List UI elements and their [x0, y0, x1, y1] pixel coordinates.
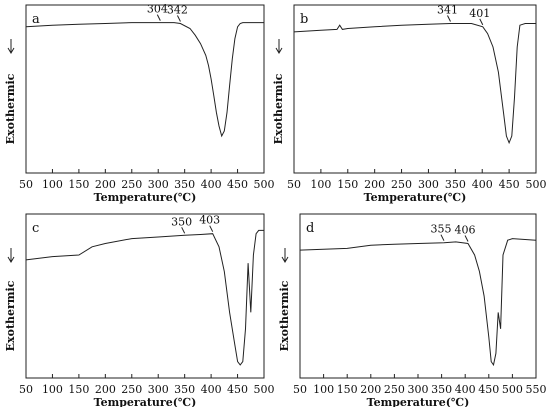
panel-d: 50 100 150 200 250 300 350 400 450 500 550 Temperat…: [278, 213, 547, 407]
dsc-curve: [299, 238, 537, 367]
annotation-pointer: [464, 235, 469, 242]
x-tick-label: 450: [499, 178, 520, 191]
x-tick-label: 100: [313, 383, 334, 396]
annotation-pointer: [447, 15, 451, 22]
x-tick-label: 150: [337, 178, 358, 191]
x-tick-label: 450: [227, 383, 248, 396]
y-axis-title: Exothermic: [278, 280, 291, 351]
x-tick-label: 200: [95, 383, 116, 396]
x-tick-label: 500: [254, 178, 275, 191]
x-tick-label: 450: [478, 383, 499, 396]
onset-annotation: 401: [469, 7, 490, 20]
panel-b: 50 100 150 200 250 300 350 400 450 500 Temperature…: [272, 3, 547, 204]
x-tick-label: 150: [337, 383, 358, 396]
x-tick-label: 200: [364, 178, 385, 191]
panel-letter: c: [32, 221, 39, 236]
x-tick-label: 350: [174, 178, 195, 191]
down-arrow-icon-head: [7, 47, 15, 54]
x-tick-label: 350: [431, 383, 452, 396]
x-tick-label: 400: [472, 178, 493, 191]
x-tick-label: 100: [310, 178, 331, 191]
x-tick-label: 200: [360, 383, 381, 396]
x-tick-label: 400: [201, 178, 222, 191]
down-arrow-icon-head: [281, 256, 289, 263]
dsc-curve: [25, 22, 264, 138]
x-tick-label: 150: [68, 383, 89, 396]
plot-frame: [25, 213, 265, 379]
x-tick-label: 250: [391, 178, 412, 191]
plot-frame: [293, 4, 537, 174]
onset-annotation: 350: [171, 215, 192, 228]
y-axis-title: Exothermic: [4, 280, 17, 351]
panel-letter: d: [306, 221, 314, 236]
x-tick-label: 400: [455, 383, 476, 396]
x-tick-label: 300: [418, 178, 439, 191]
x-axis-title: Temperature(℃): [94, 396, 197, 407]
x-tick-label: 50: [19, 383, 33, 396]
x-tick-label: 250: [121, 383, 142, 396]
x-axis-title: Temperature(℃): [367, 396, 470, 407]
plot-frame: [299, 213, 537, 379]
x-tick-label: 50: [19, 178, 33, 191]
x-tick-label: 300: [148, 383, 169, 396]
panel-letter: a: [32, 12, 40, 27]
x-tick-label: 300: [148, 178, 169, 191]
panel-c: 50 100 150 200 250 300 350 400 450 500 Temperature…: [4, 213, 275, 407]
x-tick-label: 200: [95, 178, 116, 191]
x-tick-label: 500: [502, 383, 523, 396]
x-tick-label: 550: [526, 383, 547, 396]
x-tick-label: 400: [201, 383, 222, 396]
x-tick-label: 150: [68, 178, 89, 191]
x-tick-label: 350: [445, 178, 466, 191]
x-axis-title: Temperature(℃): [94, 191, 197, 204]
x-tick-label: 50: [287, 178, 301, 191]
x-tick-label: 500: [254, 383, 275, 396]
onset-annotation: 355: [430, 223, 451, 236]
onset-annotation: 342: [167, 3, 188, 16]
x-tick-label: 350: [174, 383, 195, 396]
panel-letter: b: [300, 12, 308, 27]
x-tick-label: 100: [42, 383, 63, 396]
annotation-pointer: [181, 227, 186, 234]
dsc-curve: [25, 229, 264, 366]
down-arrow-icon-head: [275, 47, 283, 54]
dsc-curve: [293, 23, 536, 145]
onset-annotation: 403: [199, 214, 220, 227]
x-tick-label: 50: [293, 383, 307, 396]
x-axis-title: Temperature(℃): [364, 191, 467, 204]
panel-a: 50 100 150 200 250 300 350 400 450 500 Temperature…: [4, 3, 275, 204]
annotation-pointer: [156, 14, 161, 21]
plot-frame: [25, 4, 265, 174]
x-tick-label: 250: [384, 383, 405, 396]
onset-annotation: 406: [455, 224, 476, 237]
y-axis-title: Exothermic: [4, 73, 17, 144]
x-tick-label: 250: [121, 178, 142, 191]
x-tick-label: 500: [526, 178, 547, 191]
y-axis-title: Exothermic: [272, 73, 285, 144]
down-arrow-icon-head: [7, 256, 15, 263]
x-tick-label: 100: [42, 178, 63, 191]
x-tick-label: 300: [408, 383, 429, 396]
annotation-pointer: [479, 18, 484, 26]
x-tick-label: 450: [227, 178, 248, 191]
annotation-pointer: [176, 15, 181, 22]
annotation-pointer: [440, 234, 445, 241]
onset-annotation: 341: [437, 3, 458, 16]
onset-annotation: 304: [147, 3, 168, 16]
annotation-pointer: [209, 225, 214, 232]
